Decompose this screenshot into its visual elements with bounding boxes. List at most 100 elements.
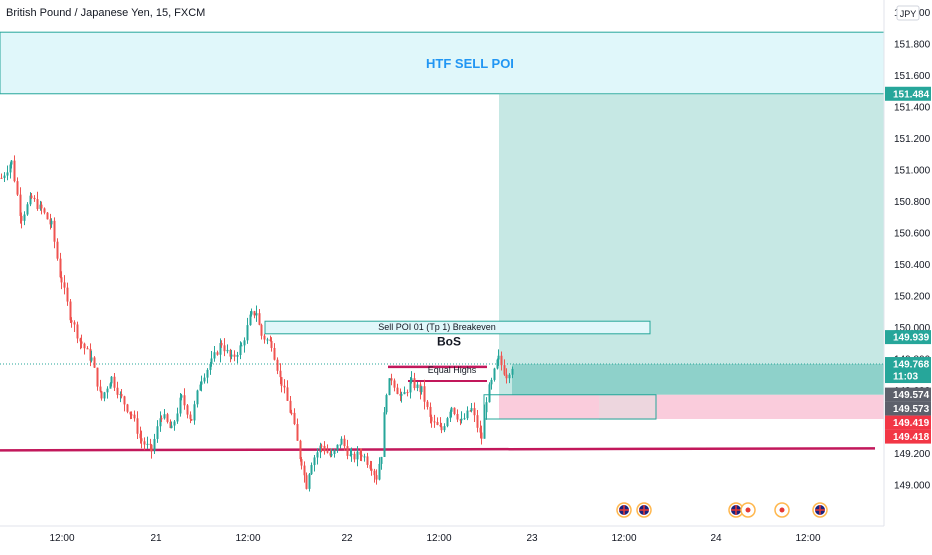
price-badge <box>885 415 931 430</box>
candle-body <box>466 410 469 419</box>
candle-body <box>263 335 266 340</box>
candle-body <box>236 354 239 357</box>
candle-body <box>123 396 126 405</box>
support-level-line <box>0 447 876 452</box>
candle-body <box>446 418 449 427</box>
candle-body <box>430 416 433 422</box>
candle-body <box>293 412 296 425</box>
candle-body <box>388 378 391 396</box>
candle-body <box>139 433 142 439</box>
candle-body <box>480 432 483 439</box>
candle-body <box>193 404 196 421</box>
candle-body <box>93 357 96 368</box>
candle-body <box>497 355 500 360</box>
candle-body <box>319 445 322 453</box>
candle-body <box>470 408 473 411</box>
candle-body <box>429 406 432 417</box>
candle-body <box>350 453 353 455</box>
candle-body <box>410 378 413 382</box>
candle-body <box>200 381 203 385</box>
candle-body <box>299 440 302 460</box>
candle-body <box>90 357 93 361</box>
candle-body <box>436 421 439 425</box>
y-tick-label: 151.800 <box>894 40 931 51</box>
candle-body <box>253 311 256 316</box>
candle-body <box>406 392 409 394</box>
price-badge <box>885 429 931 444</box>
candle-body <box>258 313 261 325</box>
candle-body <box>300 459 303 466</box>
y-tick-label: 150.200 <box>894 292 931 303</box>
currency-label: JPY <box>900 9 917 19</box>
price-badge <box>885 387 931 402</box>
candle-body <box>476 415 479 428</box>
candle-body <box>320 445 323 447</box>
candle-body <box>340 438 343 445</box>
candle-body <box>153 438 156 451</box>
candle-body <box>283 385 286 388</box>
candle-body <box>356 451 359 460</box>
candle-body <box>449 411 452 419</box>
candle-body <box>19 194 22 216</box>
candle-body <box>223 345 226 352</box>
candle-body <box>23 214 26 221</box>
candle-body <box>396 387 399 395</box>
candle-body <box>43 208 46 213</box>
candle-body <box>70 320 73 323</box>
sell-poi-label: Sell POI 01 (Tp 1) Breakeven <box>378 322 496 332</box>
candle-body <box>16 181 19 195</box>
candle-body <box>110 376 113 384</box>
candle-body <box>136 418 139 434</box>
candle-body <box>423 386 426 402</box>
candle-body <box>170 425 173 429</box>
htf-sell-poi-label: HTF SELL POI <box>426 56 514 71</box>
candle-body <box>453 407 456 415</box>
candle-body <box>229 349 232 357</box>
x-tick-label: 21 <box>150 533 162 544</box>
y-tick-label: 150.600 <box>894 229 931 240</box>
candle-body <box>129 411 132 415</box>
chart-title: British Pound / Japanese Yen, 15, FXCM <box>6 7 206 19</box>
candle-body <box>349 454 352 456</box>
candle-body <box>169 421 172 429</box>
candle-body <box>89 348 92 361</box>
candle-body <box>273 347 276 360</box>
candle-body <box>20 215 23 221</box>
candle-body <box>305 475 308 489</box>
candle-body <box>10 160 13 165</box>
candle-body <box>210 358 213 364</box>
candle-body <box>375 475 378 480</box>
candle-body <box>286 387 289 401</box>
candle-body <box>233 354 236 357</box>
candle-body <box>143 441 146 445</box>
candle-body <box>440 426 443 431</box>
candle-body <box>13 160 16 182</box>
candle-body <box>426 401 429 407</box>
candle-body <box>246 325 249 341</box>
candle-body <box>333 449 336 455</box>
candle-body <box>73 322 76 325</box>
price-badge-value: 149.419 <box>893 418 930 429</box>
candle-body <box>326 451 329 453</box>
candle-body <box>59 258 62 278</box>
price-badge-countdown: 11:03 <box>893 372 918 383</box>
candle-body <box>36 199 39 209</box>
candle-body <box>100 391 103 399</box>
y-tick-label: 149.200 <box>894 449 931 460</box>
candle-body <box>230 354 233 357</box>
candle-body <box>450 407 453 412</box>
y-tick-label: 150.400 <box>894 260 931 271</box>
candle-body <box>363 456 366 458</box>
candle-body <box>250 311 253 315</box>
candle-body <box>176 413 179 422</box>
candle-body <box>456 414 459 420</box>
event-jp-flag-dot <box>779 507 785 513</box>
candle-body <box>183 395 186 406</box>
candle-body <box>96 367 99 387</box>
candle-body <box>316 452 319 458</box>
candle-body <box>46 212 49 220</box>
candle-body <box>479 427 482 433</box>
candle-body <box>493 368 496 380</box>
